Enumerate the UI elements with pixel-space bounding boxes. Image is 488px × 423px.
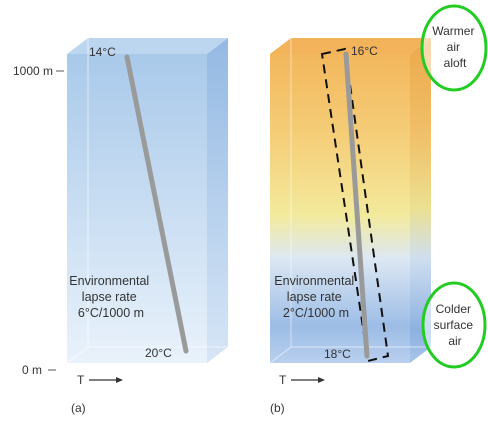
panel-b-top-temp: 16°C	[351, 44, 378, 58]
panel-a-caption-line-3: 6°C/1000 m	[78, 306, 144, 320]
panel-a-axis-arrow	[89, 377, 123, 383]
altitude-label-0m: 0 m	[22, 363, 42, 377]
panel-a-top-temp: 14°C	[89, 45, 116, 59]
panel-b-lapse-line	[343, 51, 370, 359]
colder-air-callout: Colder surface air	[421, 281, 487, 369]
colder-air-line-3: air	[448, 334, 461, 348]
panel-a-caption: Environmental lapse rate 6°C/1000 m	[69, 274, 152, 320]
panel-b-dashed-outline	[320, 47, 390, 363]
panel-a-side-face	[207, 38, 228, 363]
panel-a-caption-line-1: Environmental	[69, 274, 149, 288]
warmer-air-callout: Warmer air aloft	[420, 4, 488, 92]
panel-a-caption-line-2: lapse rate	[82, 290, 137, 304]
panel-a-axis-label: T	[77, 373, 85, 387]
panel-b: 16°C 18°C Environmental lapse rate 2°C/1…	[269, 38, 431, 415]
warmer-air-ring	[420, 4, 488, 92]
panel-a-bottom-temp: 20°C	[145, 346, 172, 360]
colder-air-text: Colder surface air	[434, 302, 477, 348]
warmer-air-text: Warmer air aloft	[432, 24, 478, 70]
panel-b-bottom-temp: 18°C	[324, 347, 351, 361]
panel-a-top-face	[67, 38, 228, 54]
panel-b-caption-line-3: 2°C/1000 m	[283, 306, 349, 320]
colder-air-line-1: Colder	[436, 302, 471, 316]
altitude-label-1000m: 1000 m	[13, 64, 53, 78]
warmer-air-line-2: air	[447, 40, 460, 54]
panel-a-label: (a)	[71, 401, 86, 415]
panel-b-side-face	[410, 38, 431, 363]
panel-b-axis-label: T	[279, 373, 287, 387]
panel-b-axis-arrow	[291, 377, 325, 383]
warmer-air-line-3: aloft	[444, 56, 467, 70]
panel-a-floor-edge	[66, 346, 89, 364]
panel-b-caption-line-1: Environmental	[274, 274, 354, 288]
colder-air-line-2: surface	[434, 318, 474, 332]
panel-b-caption: Environmental lapse rate 2°C/1000 m	[274, 274, 357, 320]
panel-a: 1000 m 0 m 14°C 20°C Environmental lapse…	[13, 38, 228, 415]
panel-b-label: (b)	[270, 401, 285, 415]
colder-air-ring	[421, 281, 487, 369]
panel-b-top-face	[270, 38, 431, 54]
panel-a-lapse-line	[124, 54, 189, 354]
panel-b-caption-line-2: lapse rate	[287, 290, 342, 304]
warmer-air-line-1: Warmer	[432, 24, 474, 38]
panel-b-front-face	[270, 54, 410, 363]
panel-b-floor-edge	[269, 346, 292, 364]
